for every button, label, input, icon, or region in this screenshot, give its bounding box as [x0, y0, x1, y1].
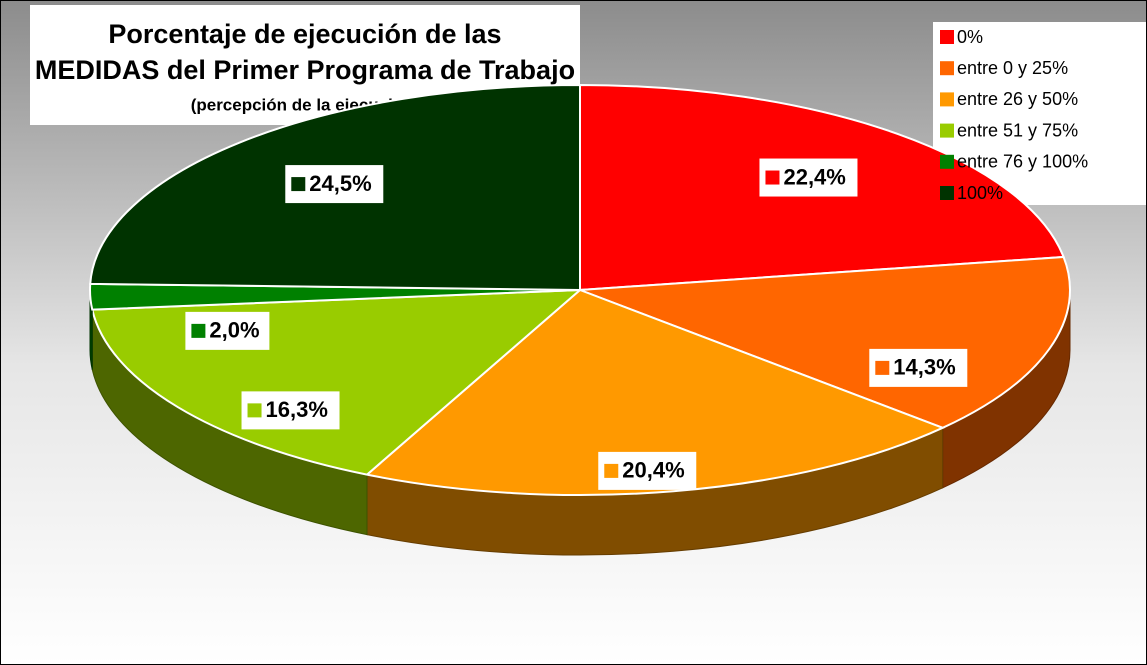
legend-label: entre 76 y 100% — [957, 152, 1088, 172]
slice-top — [364, 288, 946, 496]
data-label: 20,4% — [622, 458, 684, 483]
legend-label: entre 51 y 75% — [957, 120, 1078, 140]
legend-key — [940, 30, 954, 44]
legend-label: entre 26 y 50% — [957, 89, 1078, 109]
slice — [364, 288, 946, 556]
data-label-key — [291, 177, 306, 192]
data-labels: 22,4% 14,3% 20,4% 16,3% 2,0% 24,5% — [185, 158, 968, 490]
legend-key — [940, 123, 954, 138]
data-label-key — [875, 360, 890, 375]
legend-label: 100% — [957, 183, 1003, 203]
data-label-key — [191, 323, 206, 338]
data-label: 16,3% — [266, 397, 328, 422]
chart-title: Porcentaje de ejecución de las — [108, 19, 501, 49]
legend-key — [940, 92, 954, 107]
data-label: 14,3% — [893, 355, 955, 380]
data-label: 22,4% — [783, 164, 845, 189]
legend-label: 0% — [957, 27, 983, 47]
chart-title: MEDIDAS del Primer Programa de Trabajo — [35, 55, 575, 85]
legend-key — [940, 154, 954, 169]
legend-label: entre 0 y 25% — [957, 58, 1068, 78]
legend-key — [940, 186, 954, 200]
data-label-key — [247, 403, 262, 418]
data-label-key — [604, 463, 619, 478]
data-label: 24,5% — [309, 171, 371, 196]
data-label-key — [765, 170, 780, 185]
legend-key — [940, 61, 954, 76]
data-label: 2,0% — [209, 318, 259, 343]
legend: 0% entre 0 y 25% entre 26 y 50% entre 51 y … — [940, 27, 1088, 203]
